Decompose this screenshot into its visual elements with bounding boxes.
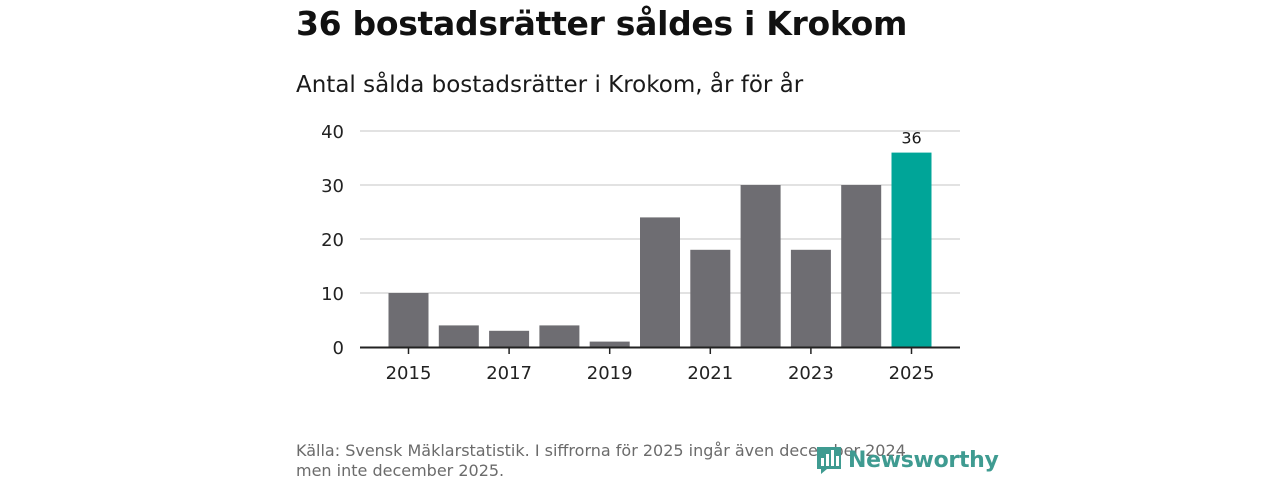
bar-chart: 0 10 20 30 40 36 2015 2017 2019 2021 2023 2025 bbox=[321, 122, 960, 384]
data-label-2025: 36 bbox=[901, 129, 921, 148]
bar-2016 bbox=[438, 325, 479, 347]
x-tick-label-2017: 2017 bbox=[486, 363, 532, 384]
brand-logo: Newsworthy bbox=[814, 444, 999, 476]
newsworthy-logo-icon bbox=[817, 447, 841, 474]
bar-2015 bbox=[388, 293, 429, 347]
x-tick-label-2021: 2021 bbox=[687, 363, 733, 384]
axes bbox=[360, 346, 960, 354]
source-note: Källa: Svensk Mäklarstatistik. I siffror… bbox=[296, 441, 996, 481]
x-tick-label-2023: 2023 bbox=[788, 363, 834, 384]
x-tick-label-2019: 2019 bbox=[587, 363, 633, 384]
bar-2019 bbox=[589, 341, 630, 347]
bar-2020 bbox=[640, 217, 680, 347]
x-tick-label-2015: 2015 bbox=[386, 363, 432, 384]
source-line-1: Källa: Svensk Mäklarstatistik. I siffror… bbox=[296, 441, 906, 460]
y-tick-label-0: 0 bbox=[333, 338, 344, 359]
bars bbox=[388, 152, 932, 347]
bar-2022 bbox=[740, 185, 781, 347]
bar-2021 bbox=[690, 249, 731, 347]
bar-2024 bbox=[841, 185, 882, 347]
tick-labels: 0 10 20 30 40 36 2015 2017 2019 2021 2023 2025 bbox=[321, 122, 934, 384]
y-tick-label-10: 10 bbox=[321, 284, 344, 305]
bar-2018 bbox=[539, 325, 580, 347]
y-tick-label-40: 40 bbox=[321, 122, 344, 143]
bar-2017 bbox=[489, 330, 530, 347]
bar-2025 bbox=[891, 152, 932, 347]
bar-2023 bbox=[790, 249, 831, 347]
chart-subtitle: Antal sålda bostadsrätter i Krokom, år f… bbox=[296, 72, 804, 98]
chart-headline: 36 bostadsrätter såldes i Krokom bbox=[296, 4, 908, 43]
y-tick-label-30: 30 bbox=[321, 176, 344, 197]
y-tick-label-20: 20 bbox=[321, 230, 344, 251]
x-tick-label-2025: 2025 bbox=[889, 363, 935, 384]
source-line-2: men inte december 2025. bbox=[296, 461, 505, 480]
brand-name: Newsworthy bbox=[848, 447, 999, 473]
